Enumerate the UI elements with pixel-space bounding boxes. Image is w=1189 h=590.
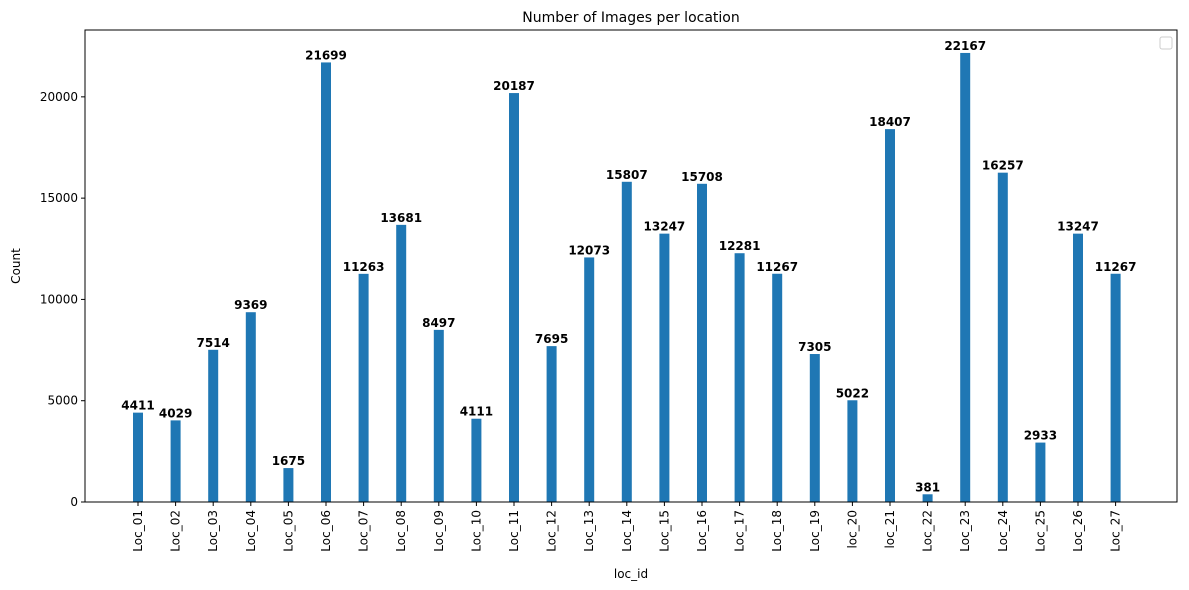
x-tick-label: Loc_25	[1033, 510, 1047, 552]
bar-loc_05	[283, 468, 294, 502]
x-tick-label: Loc_17	[733, 510, 747, 552]
y-tick-label: 20000	[40, 90, 78, 104]
x-tick-label: Loc_11	[507, 510, 521, 552]
bar-loc_21	[885, 129, 895, 502]
bar-value-label: 7514	[196, 336, 229, 350]
x-tick-label: Loc_14	[620, 510, 634, 552]
bar-value-label: 5022	[836, 386, 869, 400]
x-tick-label: Loc_03	[206, 510, 220, 552]
bar-loc_08	[396, 224, 407, 502]
x-tick-label: Loc_09	[432, 510, 446, 552]
bar-value-label: 13247	[644, 220, 686, 234]
x-tick-label: Loc_04	[244, 510, 258, 552]
bar-loc_22	[922, 494, 933, 502]
bar-value-label: 18407	[869, 115, 911, 129]
bar-value-label: 4029	[159, 406, 192, 420]
bar-loc_12	[546, 346, 557, 502]
bar-value-label: 4111	[460, 405, 493, 419]
bar-loc_24	[997, 172, 1008, 502]
bar-value-label: 381	[915, 480, 940, 494]
bar-value-label: 7695	[535, 332, 568, 346]
bar-loc_27	[1110, 273, 1121, 502]
bar-loc_16	[697, 183, 707, 502]
x-tick-label: Loc_13	[582, 510, 596, 552]
bar-loc_06	[321, 62, 331, 502]
y-tick-label: 5000	[47, 394, 78, 408]
bar-value-label: 21699	[305, 48, 347, 62]
x-tick-label: Loc_07	[357, 510, 371, 552]
bar-value-label: 7305	[798, 340, 831, 354]
y-axis-ticks: 0 5000 10000 15000 20000	[40, 90, 85, 509]
x-tick-label: Loc_16	[695, 510, 709, 552]
bar-loc_26	[1073, 233, 1083, 503]
x-tick-label: loc_20	[845, 510, 859, 549]
bar-value-label: 13247	[1057, 220, 1099, 234]
bar-loc_01	[133, 412, 143, 502]
bar-loc_09	[433, 329, 444, 502]
bar-value-label: 9369	[234, 298, 267, 312]
bar-value-label: 20187	[493, 79, 535, 93]
chart-title: Number of Images per location	[522, 10, 739, 26]
x-tick-label: Loc_06	[319, 510, 333, 552]
bar-value-label: 4411	[121, 399, 154, 413]
y-axis-label: Count	[9, 248, 23, 284]
x-tick-label: Loc_26	[1071, 510, 1085, 552]
bar-labels-group: 4411 4029 7514 9369 1675 21699 11263 13681 8497 4…	[121, 39, 1136, 494]
x-axis-label: loc_id	[614, 567, 648, 581]
bars-group	[133, 52, 1121, 503]
bar-loc_03	[208, 349, 219, 502]
bar-value-label: 22167	[944, 39, 986, 53]
bar-loc_23	[960, 52, 971, 503]
bar-loc_13	[584, 257, 595, 502]
y-tick-label: 10000	[40, 292, 78, 306]
x-tick-label: Loc_10	[469, 510, 483, 552]
bar-loc_18	[772, 273, 783, 502]
bar-value-label: 11267	[1095, 260, 1137, 274]
x-tick-label: Loc_24	[996, 510, 1010, 552]
bar-loc_02	[170, 420, 181, 502]
bar-loc_20	[847, 400, 858, 502]
bar-value-label: 11263	[343, 260, 385, 274]
bar-loc_25	[1035, 442, 1046, 502]
x-tick-label: Loc_19	[808, 510, 822, 552]
bar-value-label: 12073	[568, 243, 610, 257]
x-tick-label: Loc_27	[1109, 510, 1123, 552]
x-tick-label: Loc_12	[545, 510, 559, 552]
bar-loc_07	[358, 273, 369, 502]
x-tick-label: Loc_22	[921, 510, 935, 552]
x-tick-label: Loc_15	[657, 510, 671, 552]
legend-box	[1159, 36, 1173, 50]
x-tick-label: Loc_18	[770, 510, 784, 552]
y-tick-label: 15000	[40, 191, 78, 205]
bar-value-label: 11267	[756, 260, 798, 274]
x-tick-label: Loc_23	[958, 510, 972, 552]
x-axis-ticks: Loc_01 Loc_02 Loc_03 Loc_04 Loc_05 Loc_06 Loc_…	[131, 502, 1123, 552]
bar-loc_11	[509, 93, 519, 502]
x-tick-label: Loc_08	[394, 510, 408, 552]
x-tick-label: Loc_02	[169, 510, 183, 552]
bar-loc_17	[734, 253, 745, 502]
bar-loc_14	[621, 181, 632, 502]
bar-value-label: 2933	[1024, 429, 1057, 443]
bar-value-label: 13681	[380, 211, 422, 225]
bar-loc_10	[471, 418, 482, 502]
bar-loc_19	[809, 354, 820, 502]
bar-value-label: 8497	[422, 316, 455, 330]
x-tick-label: Loc_05	[281, 510, 295, 552]
bar-value-label: 15807	[606, 168, 648, 182]
x-tick-label: Loc_01	[131, 510, 145, 552]
plot-frame	[84, 29, 1178, 503]
bar-loc_15	[659, 233, 670, 503]
x-tick-label: loc_21	[883, 510, 897, 549]
bar-value-label: 12281	[719, 239, 761, 253]
bar-value-label: 16257	[982, 159, 1024, 173]
y-tick-label: 0	[70, 495, 78, 509]
bar-value-label: 15708	[681, 170, 723, 184]
bar-loc_04	[245, 312, 256, 502]
bar-value-label: 1675	[272, 454, 305, 468]
